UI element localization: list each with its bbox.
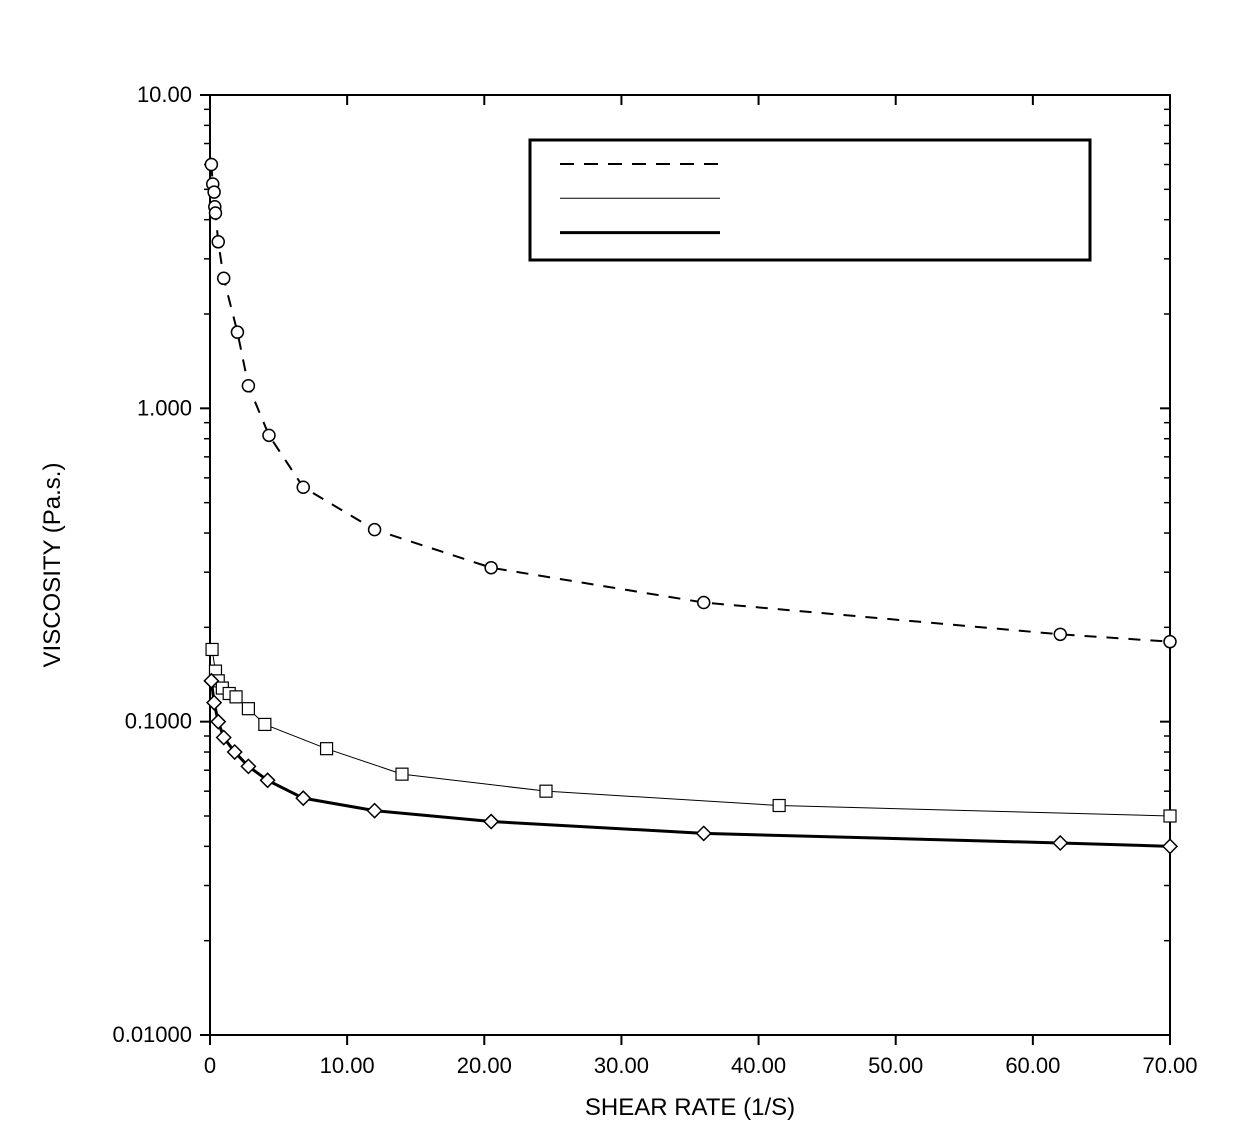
series-dashed-marker xyxy=(218,272,230,284)
x-tick-label: 50.00 xyxy=(868,1053,923,1078)
series-dashed-marker xyxy=(297,481,309,493)
series-thin-marker xyxy=(396,768,408,780)
series-thick-marker xyxy=(484,815,498,829)
x-tick-label: 60.00 xyxy=(1005,1053,1060,1078)
series-dashed-marker xyxy=(263,429,275,441)
series-dashed-marker xyxy=(212,236,224,248)
series-dashed-marker xyxy=(1054,628,1066,640)
chart-svg: 0 10.00 20.00 30.00 40.00 50.00 60.00 70.00 SHEA… xyxy=(0,0,1240,1148)
x-tick-label: 0 xyxy=(204,1053,216,1078)
y-tick-label: 10.00 xyxy=(137,82,192,107)
series-thin-marker xyxy=(259,718,271,730)
series-thick-marker xyxy=(368,804,382,818)
series-dashed-marker xyxy=(205,159,217,171)
series-thin-marker xyxy=(1164,810,1176,822)
series-dashed-marker xyxy=(242,380,254,392)
series-thin-marker xyxy=(230,691,242,703)
series-thin-line xyxy=(212,649,1170,816)
series-thin-marker xyxy=(242,703,254,715)
x-tick-label: 30.00 xyxy=(594,1053,649,1078)
legend-box xyxy=(530,140,1090,260)
y-tick-label: 1.000 xyxy=(137,395,192,420)
series-dashed-marker xyxy=(485,562,497,574)
series-dashed-marker xyxy=(208,186,220,198)
series-thick-marker xyxy=(296,791,310,805)
viscosity-chart: 0 10.00 20.00 30.00 40.00 50.00 60.00 70.00 SHEA… xyxy=(0,0,1240,1148)
series-dashed-marker xyxy=(1164,636,1176,648)
series-dashed-marker xyxy=(698,597,710,609)
y-axis-label: VISCOSITY (Pa.s.) xyxy=(39,463,66,668)
x-tick-label: 10.00 xyxy=(320,1053,375,1078)
series-thick-marker xyxy=(1053,836,1067,850)
series-thin-marker xyxy=(206,643,218,655)
series-thick-line xyxy=(211,681,1170,847)
series-thick-marker xyxy=(697,826,711,840)
series-thick-marker xyxy=(211,715,225,729)
x-tick-label: 40.00 xyxy=(731,1053,786,1078)
series-thin-marker xyxy=(773,800,785,812)
x-axis-label: SHEAR RATE (1/S) xyxy=(585,1094,795,1121)
y-tick-label: 0.01000 xyxy=(112,1022,192,1047)
series-dashed-marker xyxy=(369,524,381,536)
series-dashed-marker xyxy=(209,207,221,219)
x-tick-label: 20.00 xyxy=(457,1053,512,1078)
x-tick-label: 70.00 xyxy=(1142,1053,1197,1078)
series-thin-marker xyxy=(321,743,333,755)
series-thin-marker xyxy=(540,785,552,797)
series-thick-marker xyxy=(1163,839,1177,853)
series-dashed-marker xyxy=(231,326,243,338)
y-tick-label: 0.1000 xyxy=(125,709,192,734)
